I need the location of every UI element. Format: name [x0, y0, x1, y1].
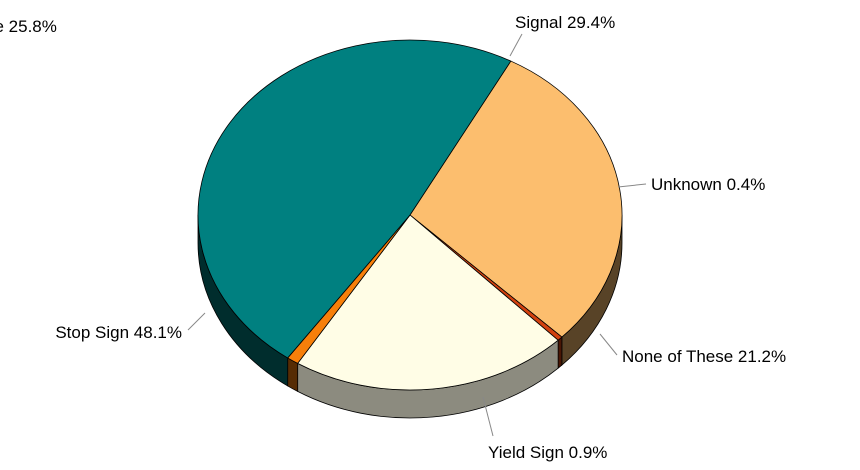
- leader-lines: [187, 33, 647, 437]
- slice-label-signal: Signal 29.4%: [515, 13, 615, 32]
- slice-label-stop-sign: Stop Sign 48.1%: [55, 323, 182, 342]
- pie-slice-none-of-these: [297, 214, 559, 391]
- pie-wall-unknown: [557, 336, 563, 370]
- leader-line-unknown: [617, 183, 647, 188]
- pie-top-slices: [197, 39, 623, 391]
- slice-label-unknown: Unknown 0.4%: [651, 175, 765, 194]
- slice-label-yield-sign: Yield Sign 0.9%: [488, 443, 607, 462]
- leader-line-yield-sign: [482, 396, 494, 437]
- leader-line-signal: [509, 33, 523, 57]
- slice-label-none-of-these: None of These 21.2%: [622, 347, 786, 366]
- leader-line-stop-sign: [187, 312, 206, 331]
- pie-slice-stop-sign: [197, 39, 512, 359]
- pie-slice-signal: [409, 60, 623, 338]
- slice-labels: se 25.8% Signal 29.4% Unknown 0.4% None of…: [0, 13, 786, 462]
- clipped-slice-label: se 25.8%: [0, 17, 57, 36]
- leader-line-none-of-these: [599, 333, 618, 356]
